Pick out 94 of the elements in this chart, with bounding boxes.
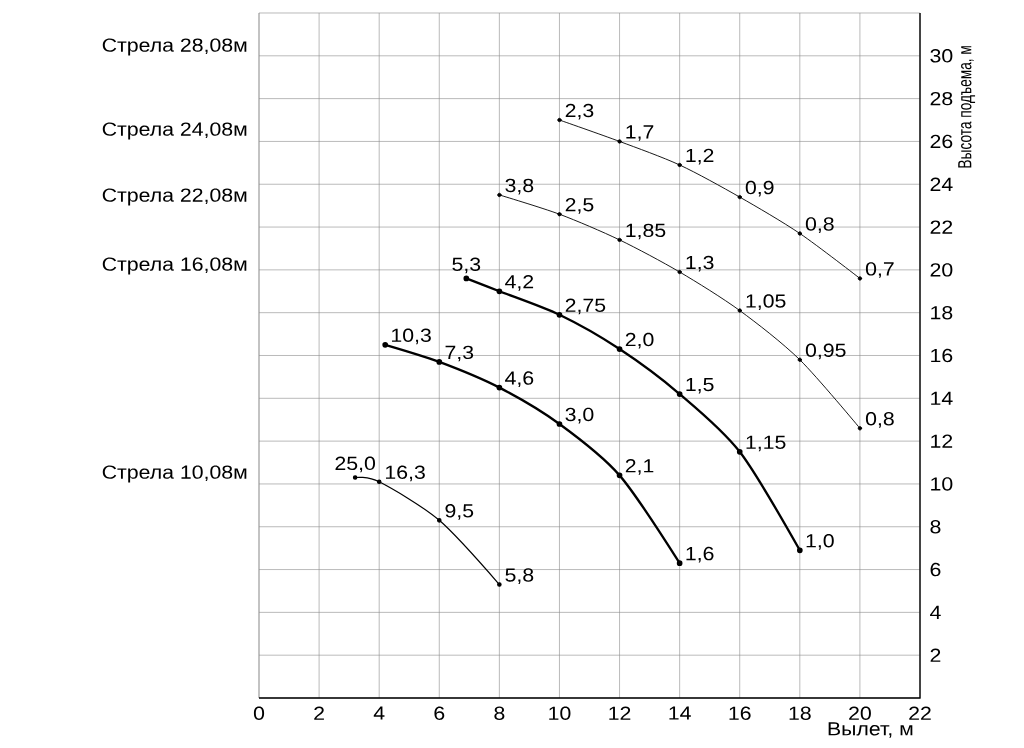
annotation: 3,0 xyxy=(565,407,594,424)
point xyxy=(616,346,623,352)
annotation: 1,7 xyxy=(626,125,654,141)
point xyxy=(376,479,382,485)
annotation: 1,5 xyxy=(686,377,714,394)
point xyxy=(797,231,802,236)
text: Стрела 22,08м xyxy=(102,188,247,206)
y-tick-label: 20 xyxy=(930,263,953,277)
point xyxy=(496,384,503,391)
point xyxy=(556,311,563,318)
y-tick-label: 24 xyxy=(930,177,953,191)
point xyxy=(436,518,442,523)
point xyxy=(352,475,358,480)
point xyxy=(463,275,470,282)
point xyxy=(557,212,562,217)
x-tick-label: 16 xyxy=(729,706,751,720)
annotation: 5,8 xyxy=(505,568,534,584)
point xyxy=(617,237,622,243)
x-tick-label: 2 xyxy=(314,706,324,720)
annotation: 9,5 xyxy=(445,504,474,520)
point xyxy=(557,117,562,123)
point xyxy=(857,276,863,281)
annotation: 0,7 xyxy=(865,262,894,278)
annotation: 7,3 xyxy=(445,345,474,362)
y-tick-label: 6 xyxy=(930,562,941,577)
point xyxy=(676,391,683,397)
x-tick-label: 4 xyxy=(373,706,385,720)
x-axis-title: Вылет, м xyxy=(828,722,913,738)
annotation: 10,3 xyxy=(392,328,431,345)
point xyxy=(616,472,623,479)
point xyxy=(796,547,803,554)
y-tick-label: 26 xyxy=(930,134,953,149)
point xyxy=(497,582,502,587)
y-tick-label: 8 xyxy=(930,520,941,534)
annotation: 1,85 xyxy=(626,223,666,240)
annotation: 1,2 xyxy=(686,148,714,165)
point xyxy=(382,341,389,348)
point xyxy=(797,357,802,362)
annotation: 2,1 xyxy=(625,459,654,475)
annotation: 0,9 xyxy=(745,180,774,197)
x-tick-label: 12 xyxy=(609,706,631,720)
y-tick-label: 16 xyxy=(931,348,953,363)
y-axis-title: Высота подъема, м xyxy=(958,46,976,168)
x-tick-label: 10 xyxy=(549,706,571,720)
x-tick-label: 14 xyxy=(669,706,691,720)
annotation: 1,3 xyxy=(686,255,714,272)
point xyxy=(496,288,503,295)
y-tick-label: 2 xyxy=(930,648,941,662)
x-tick-label: 6 xyxy=(434,706,445,720)
point xyxy=(676,560,683,566)
point xyxy=(617,139,622,144)
annotation: 0,8 xyxy=(805,217,834,233)
y-tick-label: 18 xyxy=(931,305,953,320)
y-tick-label: 14 xyxy=(931,391,953,405)
x-tick-label: 18 xyxy=(789,706,811,720)
annotation: 25,0 xyxy=(335,456,376,473)
annotation: 2,0 xyxy=(625,332,654,349)
text: Стрела 10,08м xyxy=(102,465,247,483)
annotation: 2,75 xyxy=(565,298,606,315)
point xyxy=(497,192,502,198)
point xyxy=(737,308,742,313)
annotation: 1,05 xyxy=(746,294,786,310)
x-tick-label: 20 xyxy=(849,706,871,720)
y-tick-label: 12 xyxy=(931,434,953,448)
annotation: 1,6 xyxy=(686,546,714,563)
annotation: 4,6 xyxy=(505,371,534,388)
y-tick-label: 30 xyxy=(930,49,953,63)
annotation: 0,8 xyxy=(865,412,894,428)
annotation: 2,3 xyxy=(565,103,594,120)
point xyxy=(556,421,563,427)
annotation: 16,3 xyxy=(386,465,425,482)
annotation: 3,8 xyxy=(505,178,534,195)
annotation: 1,0 xyxy=(806,534,834,550)
annotation: 0,95 xyxy=(805,343,846,360)
y-tick-label: 10 xyxy=(931,477,953,491)
y-tick-label: 22 xyxy=(930,220,953,234)
point xyxy=(857,426,863,431)
annotation: 4,2 xyxy=(505,275,534,291)
x-tick-label: 8 xyxy=(494,706,505,720)
annotation: 1,15 xyxy=(746,435,786,452)
text: Стрела 24,08м xyxy=(102,122,247,140)
annotation: 2,5 xyxy=(565,197,594,214)
point xyxy=(677,162,682,168)
point xyxy=(736,448,743,455)
point xyxy=(677,269,682,275)
x-tick-label: 0 xyxy=(253,706,265,720)
point xyxy=(436,359,443,365)
text: Стрела 16,08м xyxy=(102,257,247,275)
point xyxy=(737,194,742,200)
y-tick-label: 4 xyxy=(930,605,941,619)
text: Стрела 28,08м xyxy=(102,38,247,56)
y-tick-label: 28 xyxy=(930,91,953,106)
x-tick-label: 22 xyxy=(909,706,931,720)
annotation: 5,3 xyxy=(452,257,481,274)
